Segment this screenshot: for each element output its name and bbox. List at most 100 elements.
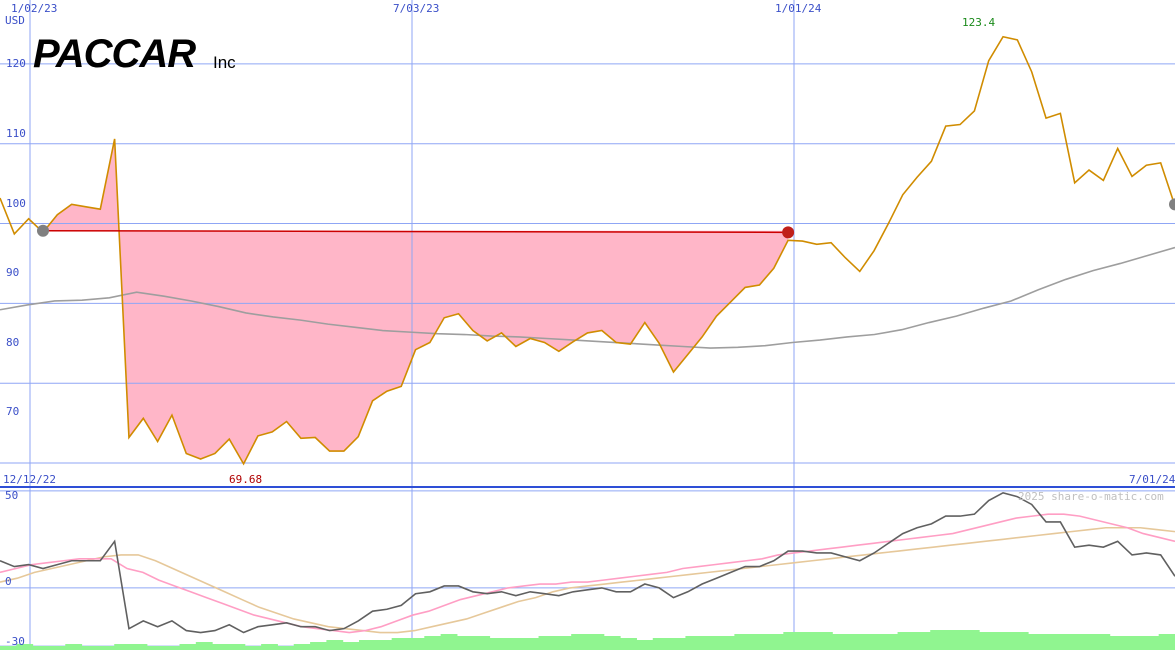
min-annotation: 69.68 bbox=[229, 473, 262, 486]
volume-bar-67 bbox=[1077, 634, 1094, 650]
volume-bar-4 bbox=[48, 646, 66, 650]
y-tick-110: 110 bbox=[6, 127, 26, 140]
volume-bar-23 bbox=[359, 640, 376, 650]
volume-bar-12 bbox=[179, 644, 197, 650]
volume-bar-62 bbox=[995, 632, 1013, 650]
volume-bar-65 bbox=[1044, 634, 1062, 650]
volume-bar-15 bbox=[228, 644, 246, 650]
volume-bar-2 bbox=[16, 644, 34, 650]
x-label-top-3: 1/01/24 bbox=[775, 2, 822, 15]
volume-bar-44 bbox=[701, 636, 719, 650]
volume-bar-9 bbox=[130, 644, 148, 650]
volume-bar-69 bbox=[1109, 636, 1127, 650]
x-label-top-1: 1/02/23 bbox=[11, 2, 57, 15]
volume-bar-43 bbox=[685, 636, 703, 650]
y-tick-120: 120 bbox=[6, 57, 26, 70]
volume-bar-35 bbox=[554, 636, 572, 650]
volume-bar-49 bbox=[783, 632, 801, 650]
price-line bbox=[0, 35, 1175, 466]
oscillator-line bbox=[0, 491, 1175, 634]
trade-fill-1 bbox=[42, 138, 789, 464]
volume-bar-11 bbox=[163, 646, 181, 650]
trade-entry-marker-1 bbox=[36, 224, 49, 237]
y-tick-90: 90 bbox=[6, 266, 19, 279]
volume-bar-71 bbox=[1142, 636, 1160, 650]
x-label-top-2: 7/03/23 bbox=[393, 2, 439, 15]
volume-bar-70 bbox=[1126, 636, 1143, 650]
volume-bar-27 bbox=[424, 636, 442, 650]
y-tick-70: 70 bbox=[6, 405, 19, 418]
volume-bar-1 bbox=[0, 646, 17, 650]
osc-tick-0: 0 bbox=[5, 575, 12, 588]
volume-bar-51 bbox=[815, 632, 833, 650]
volume-bar-38 bbox=[603, 636, 621, 650]
volume-bar-30 bbox=[473, 636, 491, 650]
trade-exit-marker-1 bbox=[782, 226, 795, 239]
volume-bar-40 bbox=[636, 640, 654, 650]
volume-bar-21 bbox=[326, 640, 344, 650]
volume-bar-60 bbox=[962, 630, 980, 650]
volume-bar-45 bbox=[718, 636, 735, 650]
volume-bar-26 bbox=[407, 638, 425, 650]
volume-bar-59 bbox=[946, 630, 964, 650]
volume-bar-52 bbox=[832, 634, 850, 650]
y-tick-80: 80 bbox=[6, 336, 19, 349]
oscillator-panel bbox=[0, 491, 1175, 650]
volume-bar-47 bbox=[750, 634, 768, 650]
osc-tick-50: 50 bbox=[5, 489, 18, 502]
volume-bar-55 bbox=[881, 634, 899, 650]
trade-markers bbox=[36, 198, 1175, 239]
axis-labels: 1/02/23 7/03/23 1/01/24 USD 120 110 100 … bbox=[3, 2, 1175, 648]
volume-bar-13 bbox=[195, 642, 213, 650]
y-tick-100: 100 bbox=[6, 197, 26, 210]
volume-bar-14 bbox=[212, 644, 229, 650]
trade-line-1 bbox=[42, 229, 789, 234]
volume-bar-50 bbox=[799, 632, 817, 650]
osc-tick-neg30: -30 bbox=[5, 635, 25, 648]
volume-bar-53 bbox=[848, 634, 866, 650]
volume-bar-5 bbox=[65, 644, 83, 650]
volume-bar-3 bbox=[32, 646, 50, 650]
volume-bar-36 bbox=[571, 634, 588, 650]
x-label-bottom-2: 7/01/24 bbox=[1129, 473, 1175, 486]
volume-bar-18 bbox=[277, 646, 295, 650]
copyright-text: 2025 share-o-matic.com bbox=[1018, 490, 1164, 503]
volume-bar-39 bbox=[620, 638, 637, 650]
company-logo: PACCAR Inc bbox=[33, 32, 236, 76]
volume-bar-19 bbox=[293, 644, 311, 650]
volume-bar-42 bbox=[669, 638, 686, 650]
trade-fills bbox=[42, 138, 789, 464]
volume-bar-33 bbox=[522, 638, 540, 650]
volume-bar-6 bbox=[81, 646, 99, 650]
volume-bar-24 bbox=[375, 640, 393, 650]
volume-bar-68 bbox=[1093, 634, 1111, 650]
volume-bar-72 bbox=[1158, 634, 1175, 650]
volume-bar-10 bbox=[146, 646, 164, 650]
signal-slow-line bbox=[0, 526, 1175, 634]
volume-bar-56 bbox=[897, 632, 915, 650]
trade-entry-marker-2 bbox=[1169, 198, 1175, 211]
sma-layer bbox=[0, 246, 1175, 349]
logo-name: PACCAR bbox=[33, 32, 196, 76]
volume-bar-31 bbox=[489, 638, 507, 650]
volume-bar-22 bbox=[342, 642, 360, 650]
volume-bar-29 bbox=[456, 636, 474, 650]
volume-bar-57 bbox=[913, 632, 931, 650]
signal-fast-line bbox=[0, 513, 1175, 634]
volume-bar-63 bbox=[1011, 632, 1029, 650]
price-layer bbox=[0, 35, 1175, 466]
y-unit-label: USD bbox=[5, 14, 25, 27]
volume-bar-25 bbox=[391, 638, 409, 650]
x-label-bottom-1: 12/12/22 bbox=[3, 473, 56, 486]
volume-bar-20 bbox=[310, 642, 327, 650]
volume-bar-41 bbox=[652, 638, 670, 650]
volume-bar-58 bbox=[930, 630, 948, 650]
logo-suffix: Inc bbox=[213, 53, 236, 72]
volume-bar-64 bbox=[1028, 634, 1045, 650]
volume-bar-54 bbox=[864, 634, 882, 650]
max-annotation: 123.4 bbox=[962, 16, 995, 29]
volume-bar-48 bbox=[767, 634, 784, 650]
moving-average-line bbox=[0, 246, 1175, 349]
volume-bar-34 bbox=[538, 636, 556, 650]
